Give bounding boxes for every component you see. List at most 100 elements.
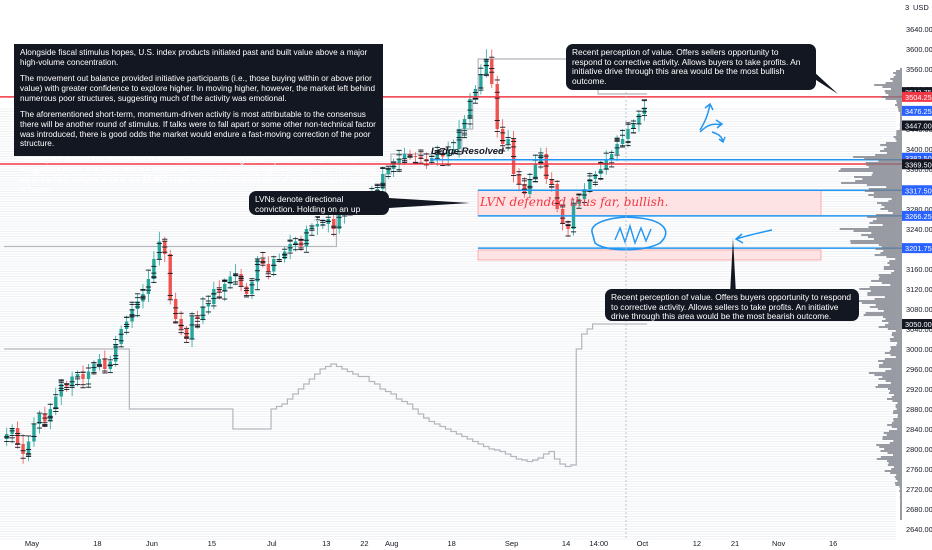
price-level-tag — [902, 159, 932, 170]
volume-profile-bar — [878, 160, 902, 162]
volume-profile-bar — [883, 310, 902, 312]
time-tick-label: 15 — [208, 539, 216, 548]
candle-body — [190, 316, 194, 339]
volume-profile-bar — [876, 444, 902, 446]
volume-profile-bar — [896, 474, 902, 476]
volume-profile-bar — [872, 172, 902, 174]
volume-profile-bar — [889, 442, 902, 444]
volume-profile-bar — [895, 138, 902, 140]
volume-profile-bar — [867, 292, 902, 294]
volume-profile-bar — [893, 76, 902, 78]
price-tick-label: 3400.00 — [906, 145, 932, 154]
price-tick-label: 3080.00 — [906, 305, 932, 314]
volume-profile-bar — [891, 468, 902, 470]
time-axis[interactable]: May 18 Jun 15 Jul 13 22 Aug 18 Sep 14 14:00 Oct 12 21 N… — [25, 539, 837, 548]
volume-profile-bar — [877, 308, 902, 310]
price-tick-label: 3040.00 — [906, 325, 932, 334]
lvn-callout: LVNs denote directional conviction. Hold… — [249, 191, 389, 223]
candle-body — [533, 164, 538, 179]
volume-profile-bar — [880, 252, 902, 254]
volume-profile-bar — [874, 84, 902, 86]
candle-body — [48, 409, 53, 422]
volume-profile-bar — [895, 104, 902, 106]
candle-body — [310, 226, 314, 229]
volume-profile-bar — [897, 480, 902, 482]
candle-body — [626, 129, 630, 139]
volume-profile-bar — [875, 248, 902, 250]
candle-body — [135, 301, 140, 309]
volume-profile-bar — [882, 362, 902, 364]
volume-profile-bar — [900, 506, 902, 508]
volume-profile-bar — [897, 342, 902, 344]
tpo-scribble — [614, 223, 652, 246]
volume-profile-bar — [878, 378, 902, 380]
lvn-callout-pointer — [389, 198, 470, 208]
candle-body — [206, 304, 211, 307]
volume-profile-bar — [859, 288, 902, 290]
volume-profile-bar — [838, 170, 902, 172]
volume-profile-bar — [867, 294, 902, 296]
candle-body — [402, 154, 407, 159]
volume-profile-bar — [878, 326, 902, 328]
candle-body — [75, 374, 80, 377]
price-tick-label: 3240.00 — [906, 225, 932, 234]
candle-body — [381, 174, 385, 189]
key-levels — [0, 96, 902, 249]
candle-body — [26, 441, 31, 454]
commentary-paragraph: The aforementioned short-term, momentum-… — [20, 110, 376, 149]
volume-profile-bar — [888, 200, 902, 202]
volume-profile-bar — [885, 318, 902, 320]
time-tick-label: Oct — [637, 539, 650, 548]
price-level-tag — [902, 91, 932, 102]
candle-body — [550, 179, 554, 184]
time-tick-label: 14 — [562, 539, 570, 548]
lvn-defended-label: LVN defended thus far, bullish. — [480, 195, 669, 209]
candle-body — [555, 184, 559, 209]
price-level-label: 3317.50 — [905, 186, 932, 195]
up-arrow-icon — [699, 102, 714, 131]
volume-profile-bar — [893, 454, 902, 456]
down-arrow-icon — [711, 131, 726, 144]
price-level-label: 3476.25 — [905, 107, 932, 116]
price-tick-label: 2840.00 — [906, 425, 932, 434]
volume-profile-bar — [900, 114, 902, 116]
volume-profile-bar — [893, 394, 902, 396]
price-tick-label: 2680.00 — [906, 505, 932, 514]
candle-body — [506, 139, 510, 144]
volume-profile-bar — [881, 204, 902, 206]
time-tick-label: Nov — [772, 539, 786, 548]
volume-profile-bar — [850, 240, 902, 242]
volume-profile-bar — [893, 418, 902, 420]
candle-body — [212, 289, 216, 304]
volume-profile-bar — [888, 210, 902, 212]
volume-profile-bar — [885, 82, 902, 84]
candle-body — [119, 329, 123, 344]
volume-profile-bar — [888, 392, 902, 394]
volume-profile-bar — [885, 92, 902, 94]
volume-profile-bar — [899, 488, 902, 490]
volume-profile-bar — [875, 154, 902, 156]
volume-profile-bar — [887, 388, 902, 390]
candle-body — [15, 428, 20, 444]
right-arrow-icon — [699, 119, 724, 133]
price-axis[interactable]: 3USD3640.003600.003560.003520.003480.003… — [902, 0, 932, 550]
volume-profile-bar — [900, 118, 902, 120]
volume-profile-bar — [894, 270, 902, 272]
candle-body — [81, 374, 85, 379]
volume-profile-bar — [893, 440, 902, 442]
time-tick-label: 13 — [322, 539, 330, 548]
volume-profile-bar — [899, 486, 902, 488]
candle-body — [441, 154, 445, 157]
volume-profile-bar — [850, 300, 902, 302]
volume-profile-bar — [865, 162, 902, 164]
time-tick-label: 18 — [93, 539, 101, 548]
candle-body — [321, 224, 325, 225]
price-tick-label: 2640.00 — [906, 525, 932, 534]
volume-profile-bar — [882, 438, 902, 440]
candle-body — [293, 241, 298, 244]
price-tick-label: 2800.00 — [906, 445, 932, 454]
volume-profile-bar — [885, 370, 902, 372]
volume-profile-bar — [850, 242, 902, 244]
price-tick-label: 3000.00 — [906, 345, 932, 354]
